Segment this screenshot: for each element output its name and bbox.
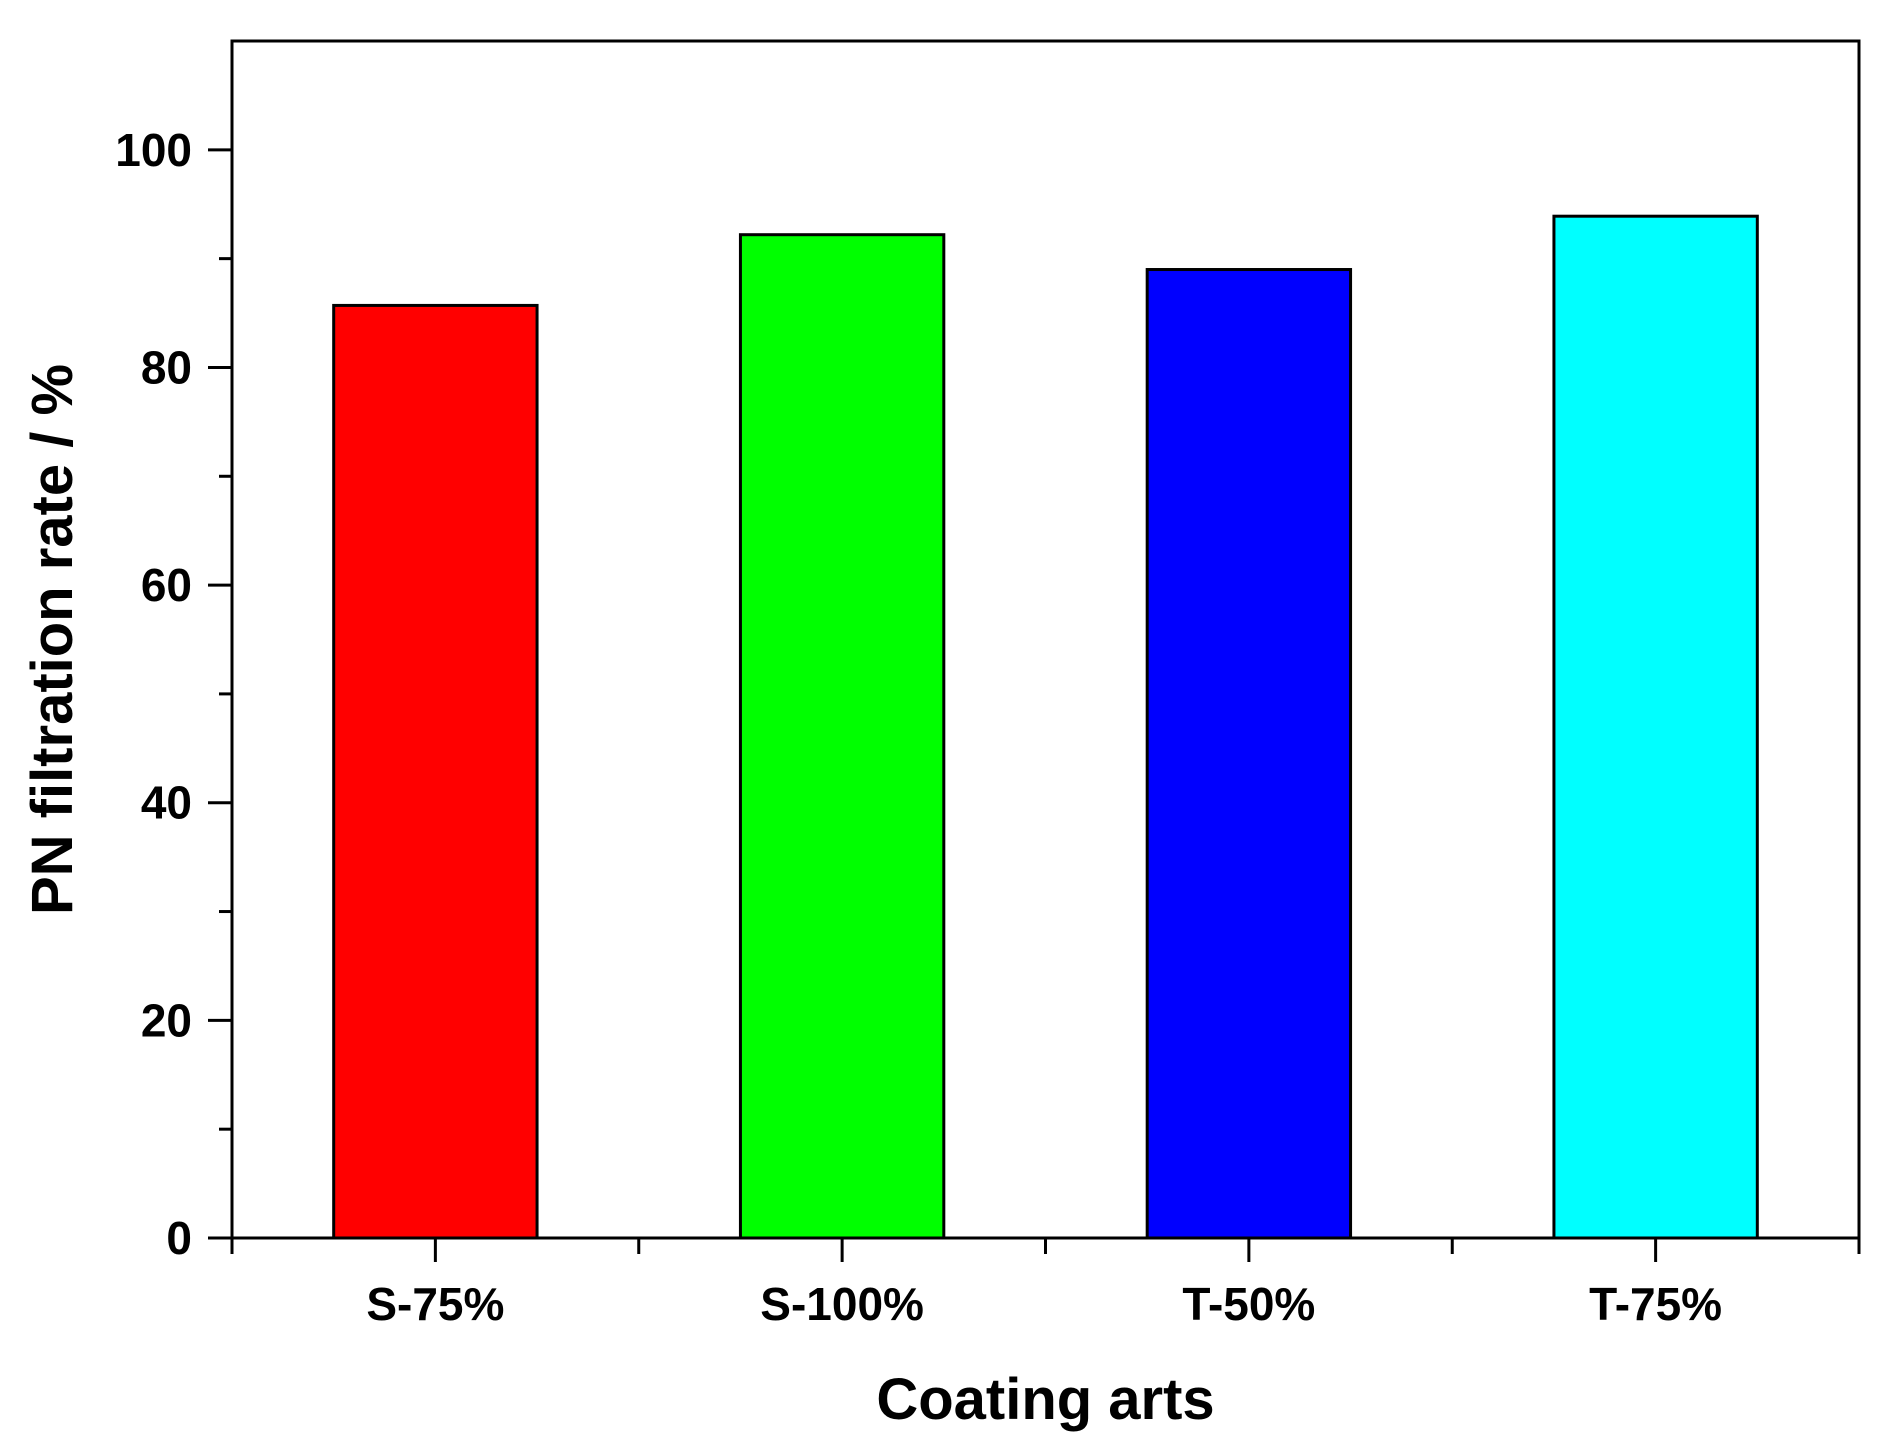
bars-group bbox=[332, 214, 1759, 1240]
y-axis: 0 20 40 60 80 100 bbox=[115, 124, 232, 1264]
bar-t-50 bbox=[1145, 268, 1353, 1240]
y-axis-title: PN filtration rate / % bbox=[20, 364, 85, 915]
x-tick-label: S-100% bbox=[760, 1278, 924, 1330]
x-tick-label: T-50% bbox=[1182, 1278, 1315, 1330]
bar-s-100 bbox=[738, 233, 946, 1240]
x-axis-title: Coating arts bbox=[876, 1367, 1214, 1432]
y-tick-label: 80 bbox=[141, 341, 192, 393]
y-tick-label: 40 bbox=[141, 777, 192, 829]
y-tick-label: 0 bbox=[166, 1212, 192, 1264]
x-tick-label: T-75% bbox=[1589, 1278, 1722, 1330]
y-tick-label: 20 bbox=[141, 994, 192, 1046]
x-tick-label: S-75% bbox=[366, 1278, 504, 1330]
bar-s-75 bbox=[332, 303, 539, 1240]
y-tick-label: 100 bbox=[115, 124, 192, 176]
x-axis: S-75% S-100% T-50% T-75% bbox=[230, 1238, 1861, 1330]
y-tick-label: 60 bbox=[141, 559, 192, 611]
bar-t-75 bbox=[1552, 214, 1759, 1240]
